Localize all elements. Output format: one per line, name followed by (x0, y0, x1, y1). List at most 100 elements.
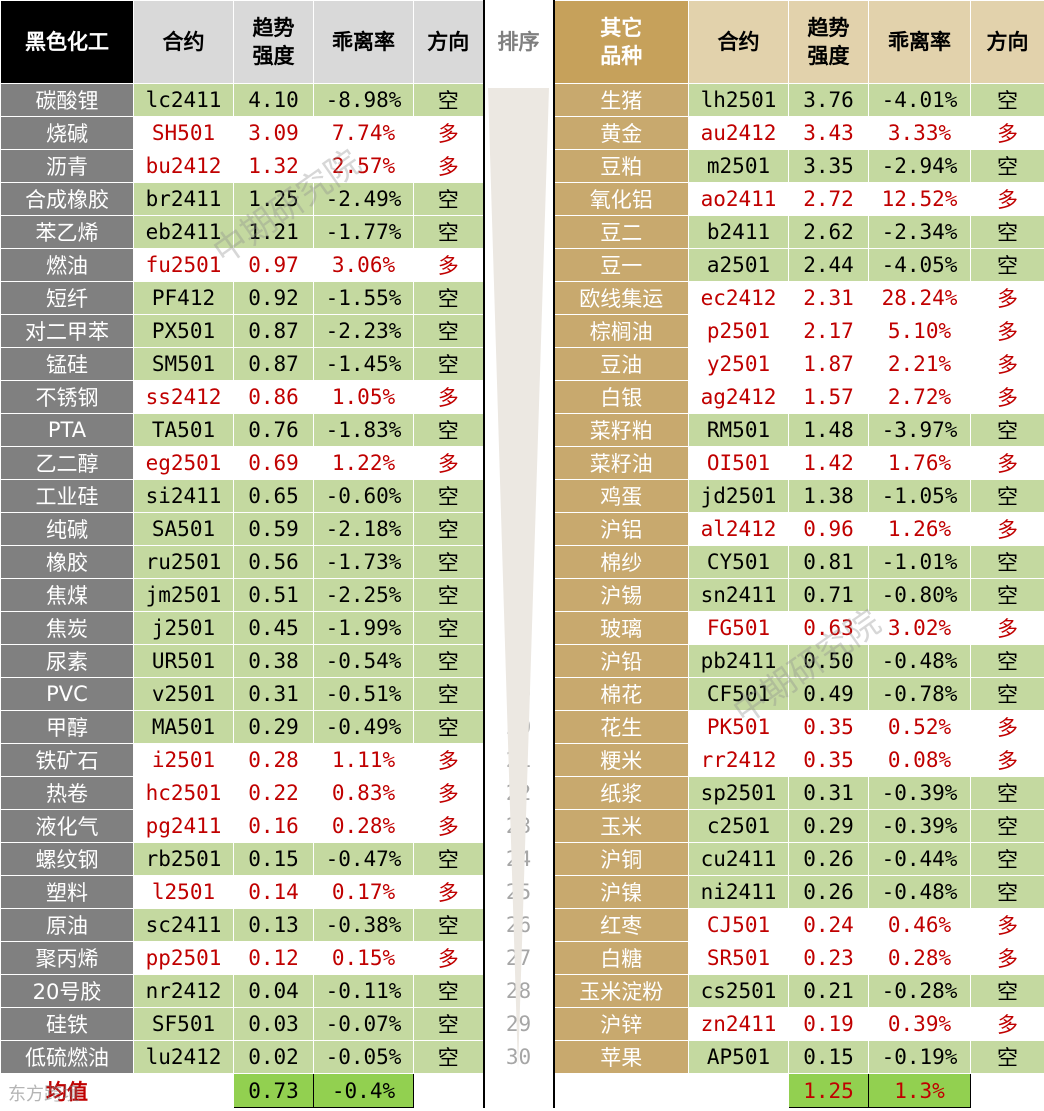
header-text: 趋势强度 (252, 16, 295, 68)
table-body: 碳酸锂 lc2411 4.10 -8.98% 空 1 生猪 lh2501 3.76 -4.01% 空… (0, 83, 1044, 1074)
contract: ag2412 (688, 380, 789, 414)
direction: 多 (970, 281, 1044, 315)
data-row: 焦煤 jm2501 0.51 -2.25% 空 16 沪锡 sn2411 0.71 -0.80% 空 (0, 578, 1044, 612)
variety-name: 氧化铝 (553, 182, 689, 216)
contract: SM501 (133, 347, 234, 381)
header-cell: 方向 (970, 0, 1044, 84)
deviation: -2.23% (313, 314, 414, 348)
contract: au2412 (688, 116, 789, 150)
rank: 22 (482, 776, 555, 810)
footer-cell (688, 1073, 789, 1108)
deviation: -0.05% (313, 1040, 414, 1074)
contract: jm2501 (133, 578, 234, 612)
strength: 0.59 (233, 512, 314, 546)
variety-name: 纯碱 (0, 512, 134, 546)
data-row: 低硫燃油 lu2412 0.02 -0.05% 空 30 苹果 AP501 0.15 -0.19%… (0, 1040, 1044, 1074)
direction: 空 (413, 281, 484, 315)
strength: 0.13 (233, 908, 314, 942)
direction: 多 (413, 875, 484, 909)
deviation: 0.15% (313, 941, 414, 975)
direction: 多 (413, 941, 484, 975)
variety-name: 硅铁 (0, 1007, 134, 1041)
rank: 12 (482, 446, 555, 480)
variety-name: 锰硅 (0, 347, 134, 381)
strength: 1.42 (788, 446, 869, 480)
rank: 27 (482, 941, 555, 975)
strength: 0.87 (233, 314, 314, 348)
deviation: 5.10% (868, 314, 971, 348)
contract: c2501 (688, 809, 789, 843)
contract: bu2412 (133, 149, 234, 183)
deviation: 2.72% (868, 380, 971, 414)
strength: 0.19 (788, 1007, 869, 1041)
variety-name: 20号胶 (0, 974, 134, 1008)
variety-name: 玉米 (553, 809, 689, 843)
direction: 空 (970, 809, 1044, 843)
contract: b2411 (688, 215, 789, 249)
deviation: -1.45% (313, 347, 414, 381)
direction: 空 (970, 215, 1044, 249)
deviation: -0.11% (313, 974, 414, 1008)
data-row: 热卷 hc2501 0.22 0.83% 多 22 纸浆 sp2501 0.31 -0.39% 空 (0, 776, 1044, 810)
deviation: 1.76% (868, 446, 971, 480)
contract: si2411 (133, 479, 234, 513)
variety-name: 对二甲苯 (0, 314, 134, 348)
strength: 0.28 (233, 743, 314, 777)
deviation: -1.77% (313, 215, 414, 249)
contract: PX501 (133, 314, 234, 348)
header-cell: 排序 (482, 0, 555, 84)
footer-row: 均值 0.73 -0.4% 1.25 1.3% (0, 1073, 1044, 1108)
deviation: 0.28% (313, 809, 414, 843)
deviation: -1.05% (868, 479, 971, 513)
header-row: 黑色化工 合约 趋势强度 乖离率 方向 排序 其它品种 合约 趋势强度 乖离率 … (0, 0, 1044, 84)
variety-name: 合成橡胶 (0, 182, 134, 216)
direction: 空 (970, 677, 1044, 711)
rank: 3 (482, 149, 555, 183)
deviation: -0.54% (313, 644, 414, 678)
deviation: -2.25% (313, 578, 414, 612)
rank: 2 (482, 116, 555, 150)
direction: 空 (413, 314, 484, 348)
data-row: 纯碱 SA501 0.59 -2.18% 空 14 沪铝 al2412 0.96 1.26% 多 (0, 512, 1044, 546)
direction: 空 (413, 413, 484, 447)
deviation: -0.39% (868, 809, 971, 843)
strength: 0.92 (233, 281, 314, 315)
contract: PF412 (133, 281, 234, 315)
rank: 10 (482, 380, 555, 414)
rank: 20 (482, 710, 555, 744)
strength: 0.71 (788, 578, 869, 612)
variety-name: 豆一 (553, 248, 689, 282)
variety-name: 沥青 (0, 149, 134, 183)
direction: 多 (970, 710, 1044, 744)
strength: 1.48 (788, 413, 869, 447)
footer-cell (553, 1073, 689, 1108)
direction: 多 (970, 116, 1044, 150)
direction: 空 (413, 347, 484, 381)
contract: y2501 (688, 347, 789, 381)
deviation: -0.19% (868, 1040, 971, 1074)
strength: 0.12 (233, 941, 314, 975)
direction: 多 (970, 182, 1044, 216)
rank: 28 (482, 974, 555, 1008)
variety-name: 菜籽粕 (553, 413, 689, 447)
header-cell: 乖离率 (868, 0, 971, 84)
variety-name: 豆粕 (553, 149, 689, 183)
direction: 空 (413, 644, 484, 678)
variety-name: 聚丙烯 (0, 941, 134, 975)
contract: lc2411 (133, 83, 234, 117)
deviation: -0.38% (313, 908, 414, 942)
rank: 18 (482, 644, 555, 678)
variety-name: 乙二醇 (0, 446, 134, 480)
contract: al2412 (688, 512, 789, 546)
deviation: -1.01% (868, 545, 971, 579)
contract: lh2501 (688, 83, 789, 117)
contract: hc2501 (133, 776, 234, 810)
contract: i2501 (133, 743, 234, 777)
contract: a2501 (688, 248, 789, 282)
direction: 多 (970, 512, 1044, 546)
contract: ec2412 (688, 281, 789, 315)
data-row: 不锈钢 ss2412 0.86 1.05% 多 10 白银 ag2412 1.57 2.72% 多 (0, 380, 1044, 414)
direction: 空 (970, 875, 1044, 909)
data-row: 液化气 pg2411 0.16 0.28% 多 23 玉米 c2501 0.29 -0.39% 空 (0, 809, 1044, 843)
contract: pg2411 (133, 809, 234, 843)
